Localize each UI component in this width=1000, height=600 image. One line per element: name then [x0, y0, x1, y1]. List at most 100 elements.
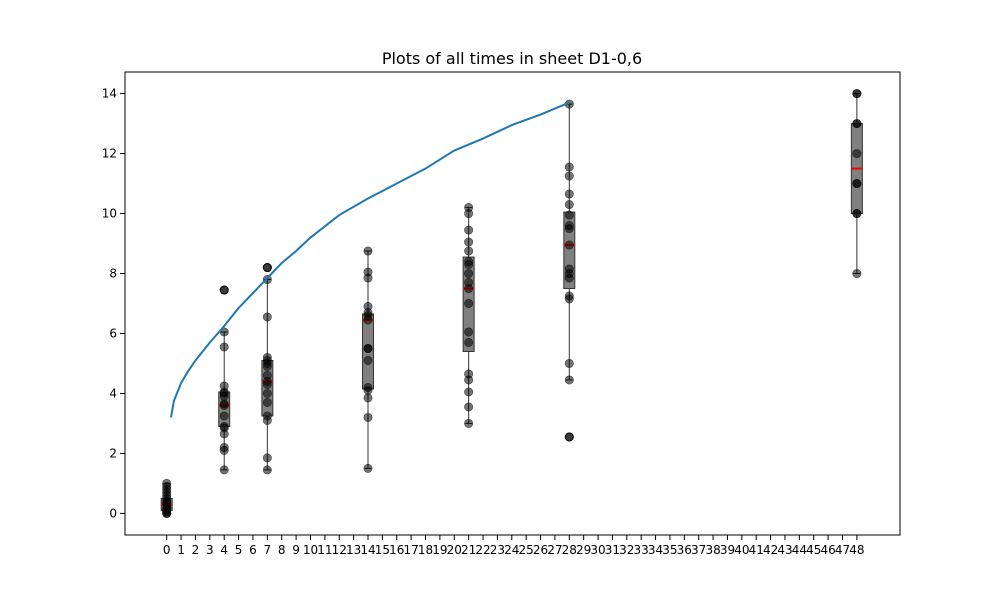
data-point — [464, 278, 474, 288]
data-point — [852, 179, 862, 189]
x-tick-label: 28 — [562, 543, 577, 557]
y-tick-label: 12 — [102, 147, 117, 161]
x-tick-label: 5 — [235, 543, 243, 557]
data-point — [262, 397, 272, 407]
y-tick-label: 6 — [109, 326, 117, 340]
y-tick-label: 14 — [102, 87, 117, 101]
data-point — [363, 267, 373, 277]
data-point — [564, 264, 574, 274]
x-tick-label: 23 — [490, 543, 505, 557]
x-tick-label: 17 — [403, 543, 418, 557]
x-tick-label: 9 — [292, 543, 300, 557]
x-tick-label: 31 — [605, 543, 620, 557]
x-tick-label: 15 — [375, 543, 390, 557]
data-point — [464, 337, 474, 347]
data-point — [363, 382, 373, 392]
x-tick-label: 7 — [264, 543, 272, 557]
data-point — [564, 210, 574, 220]
chart-title: Plots of all times in sheet D1-0,6 — [382, 49, 642, 68]
x-tick-label: 38 — [705, 543, 720, 557]
data-point — [852, 269, 862, 279]
x-tick-label: 24 — [504, 543, 519, 557]
box-group-7 — [261, 263, 274, 475]
data-point — [464, 269, 474, 279]
box-group-21 — [462, 203, 475, 428]
x-tick-label: 43 — [777, 543, 792, 557]
y-tick-label: 2 — [109, 446, 117, 460]
data-point — [363, 246, 373, 256]
x-tick-label: 0 — [163, 543, 171, 557]
box-group-48 — [850, 89, 863, 279]
box-group-14 — [361, 246, 374, 473]
data-point — [464, 298, 474, 308]
data-point — [564, 375, 574, 385]
data-point — [564, 171, 574, 181]
data-point — [564, 432, 574, 442]
x-tick-label: 41 — [749, 543, 764, 557]
plot-area — [160, 89, 863, 518]
x-tick-label: 12 — [332, 543, 347, 557]
series-line — [170, 101, 570, 418]
x-tick-label: 3 — [206, 543, 214, 557]
data-point — [464, 402, 474, 412]
data-point — [219, 411, 229, 421]
data-point — [262, 465, 272, 475]
data-point — [162, 478, 172, 488]
x-tick-label: 37 — [691, 543, 706, 557]
data-point — [464, 369, 474, 379]
y-tick-label: 4 — [109, 386, 117, 400]
axes-frame — [124, 71, 901, 536]
data-point — [363, 412, 373, 422]
x-tick-label: 46 — [820, 543, 835, 557]
x-tick-label: 18 — [418, 543, 433, 557]
data-point — [219, 342, 229, 352]
data-point — [262, 352, 272, 362]
y-tick-label: 8 — [109, 267, 117, 281]
data-point — [219, 465, 229, 475]
data-point — [852, 149, 862, 159]
data-point — [363, 343, 373, 353]
data-point — [464, 418, 474, 428]
data-point — [464, 203, 474, 213]
data-point — [219, 442, 229, 452]
x-tick-label: 14 — [360, 543, 375, 557]
x-tick-label: 40 — [734, 543, 749, 557]
x-tick-label: 39 — [720, 543, 735, 557]
x-tick-label: 4 — [220, 543, 228, 557]
data-point — [852, 119, 862, 129]
x-tick-label: 45 — [806, 543, 821, 557]
x-tick-label: 11 — [317, 543, 332, 557]
x-tick-label: 27 — [547, 543, 562, 557]
x-tick-label: 16 — [389, 543, 404, 557]
data-point — [464, 257, 474, 267]
x-tick-label: 19 — [432, 543, 447, 557]
x-tick-label: 8 — [278, 543, 286, 557]
data-point — [262, 388, 272, 398]
x-tick-label: 47 — [835, 543, 850, 557]
y-tick-label: 10 — [102, 207, 117, 221]
data-point — [219, 421, 229, 431]
data-point — [564, 221, 574, 231]
box-group-4 — [218, 285, 231, 475]
data-point — [262, 263, 272, 273]
data-point — [363, 393, 373, 403]
data-point — [564, 200, 574, 210]
x-tick-label: 34 — [648, 543, 663, 557]
x-tick-label: 33 — [634, 543, 649, 557]
data-point — [564, 240, 574, 250]
x-tick-label: 2 — [192, 543, 200, 557]
x-tick-label: 30 — [590, 543, 605, 557]
x-tick-label: 44 — [792, 543, 807, 557]
data-point — [464, 237, 474, 247]
data-point — [219, 399, 229, 409]
data-point — [363, 355, 373, 365]
data-point — [464, 387, 474, 397]
data-point — [219, 381, 229, 391]
box-group-0 — [160, 478, 173, 518]
x-tick-label: 35 — [662, 543, 677, 557]
x-tick-label: 21 — [461, 543, 476, 557]
data-point — [564, 291, 574, 301]
x-tick-label: 6 — [249, 543, 257, 557]
